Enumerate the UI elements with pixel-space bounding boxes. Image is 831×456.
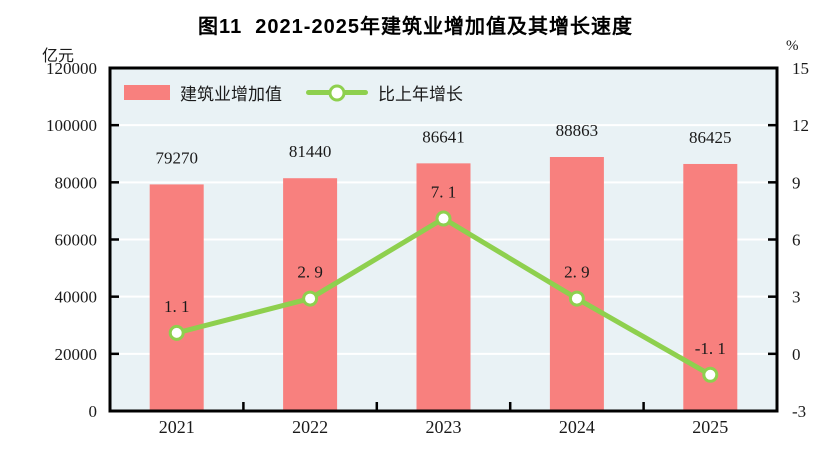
left-axis-tick-label: 120000 bbox=[46, 59, 97, 78]
x-axis-category-label: 2021 bbox=[159, 417, 195, 437]
left-axis-tick-label: 0 bbox=[89, 402, 98, 421]
line-marker-2024 bbox=[568, 290, 585, 307]
bar-value-label: 79270 bbox=[155, 148, 198, 167]
left-axis-tick-label: 40000 bbox=[55, 288, 98, 307]
right-axis-tick-label: -3 bbox=[792, 402, 806, 421]
line-marker-2021 bbox=[168, 324, 185, 341]
bar-2021 bbox=[149, 184, 204, 411]
line-value-label: 1. 1 bbox=[164, 297, 190, 316]
bar-value-label: 86425 bbox=[689, 128, 732, 147]
x-axis-category-label: 2025 bbox=[692, 417, 728, 437]
x-axis-category-label: 2024 bbox=[559, 417, 595, 437]
bar-2023 bbox=[416, 163, 471, 411]
line-marker-2023 bbox=[435, 210, 452, 227]
line-marker-2025 bbox=[702, 366, 719, 383]
left-axis-tick-label: 60000 bbox=[55, 231, 98, 250]
left-axis-unit-label: 亿元 bbox=[42, 48, 75, 65]
right-axis-tick-label: 0 bbox=[792, 345, 801, 364]
right-axis-unit-label: % bbox=[786, 38, 799, 54]
legend-bar-swatch bbox=[124, 85, 170, 100]
legend-line-marker-icon bbox=[328, 84, 346, 101]
legend-line-swatch bbox=[306, 84, 368, 101]
bar-2024 bbox=[549, 156, 604, 411]
legend: 建筑业增加值 比上年增长 bbox=[124, 80, 463, 105]
bar-value-label: 86641 bbox=[422, 127, 465, 146]
left-axis-tick-label: 20000 bbox=[55, 345, 98, 364]
x-axis-category-label: 2023 bbox=[426, 417, 462, 437]
line-value-label: 7. 1 bbox=[431, 183, 457, 202]
line-marker-2022 bbox=[302, 290, 319, 307]
left-axis-tick-label: 100000 bbox=[46, 116, 97, 135]
line-value-label: 2. 9 bbox=[297, 263, 323, 282]
bar-value-label: 81440 bbox=[289, 142, 332, 161]
right-axis-tick-label: 6 bbox=[792, 231, 801, 250]
legend-line-label: 比上年增长 bbox=[378, 85, 463, 104]
line-value-label: -1. 1 bbox=[695, 339, 726, 358]
right-axis-tick-label: 3 bbox=[792, 288, 801, 307]
right-axis-tick-label: 12 bbox=[792, 116, 809, 135]
legend-bar-label: 建筑业增加值 bbox=[180, 85, 282, 104]
line-value-label: 2. 9 bbox=[564, 263, 590, 282]
bar-value-label: 88863 bbox=[556, 121, 599, 140]
right-axis-tick-label: 15 bbox=[792, 59, 809, 78]
x-axis-category-label: 2022 bbox=[292, 417, 328, 437]
left-axis-tick-label: 80000 bbox=[55, 173, 98, 192]
right-axis-tick-label: 9 bbox=[792, 173, 801, 192]
chart-title: 图11 2021-2025年建筑业增加值及其增长速度 bbox=[198, 16, 633, 38]
